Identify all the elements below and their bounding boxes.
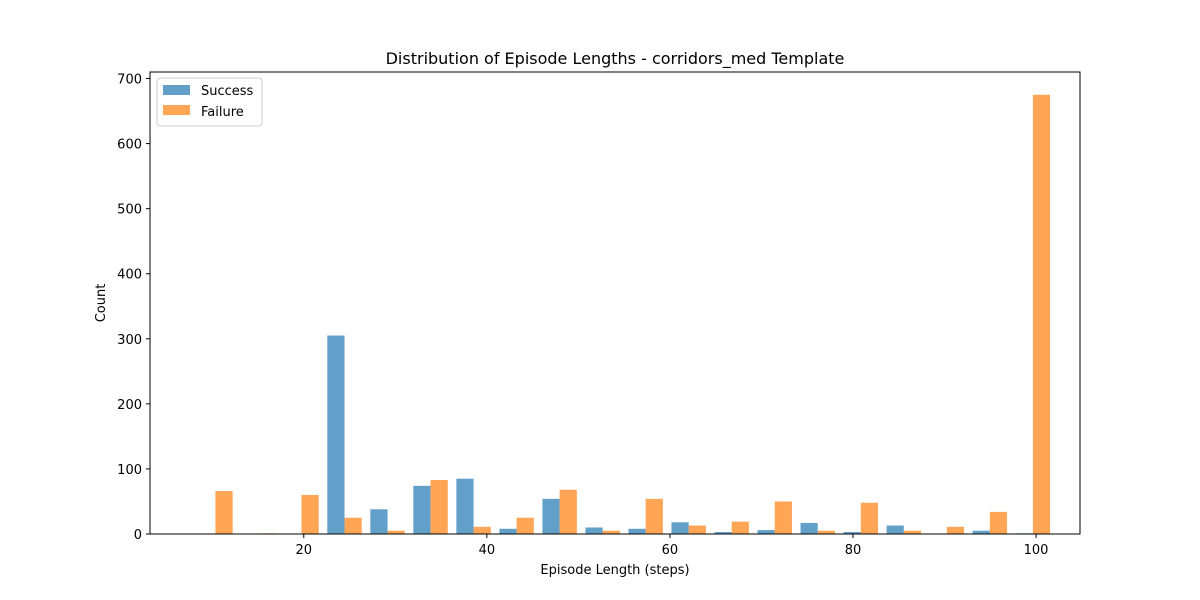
y-tick-label-300: 300 <box>117 333 142 348</box>
bar-failure-15 <box>860 502 878 534</box>
x-tick-label-80: 80 <box>845 543 862 558</box>
bar-failure-3 <box>344 517 362 534</box>
bar-success-16 <box>886 525 904 534</box>
bar-failure-8 <box>559 489 577 534</box>
y-tick-label-400: 400 <box>117 268 142 283</box>
y-tick-label-500: 500 <box>117 203 142 218</box>
bar-failure-2 <box>301 494 319 534</box>
bar-success-4 <box>370 509 388 534</box>
bar-failure-4 <box>387 530 405 534</box>
bar-success-9 <box>585 527 603 534</box>
bars-group <box>215 94 1051 534</box>
bar-success-6 <box>456 478 474 534</box>
legend-label-success: Success <box>201 84 254 99</box>
bar-failure-16 <box>903 530 922 534</box>
legend-swatch-failure <box>163 105 190 115</box>
bar-success-8 <box>542 498 560 534</box>
bar-failure-10 <box>645 498 663 534</box>
y-tick-label-600: 600 <box>117 138 142 153</box>
y-tick-label-200: 200 <box>117 398 142 413</box>
bar-success-3 <box>327 335 345 534</box>
bar-failure-14 <box>817 530 835 534</box>
bar-success-11 <box>671 522 689 534</box>
y-tick-label-700: 700 <box>117 73 142 88</box>
x-axis-ticks: 20 40 60 80 100 <box>296 534 1049 558</box>
bar-failure-12 <box>731 521 749 534</box>
bar-success-10 <box>628 528 646 534</box>
bar-failure-7 <box>516 517 534 534</box>
y-tick-label-0: 0 <box>134 528 142 543</box>
x-tick-label-40: 40 <box>479 543 496 558</box>
legend-label-failure: Failure <box>201 105 244 120</box>
x-tick-label-20: 20 <box>296 543 313 558</box>
bar-failure-6 <box>473 526 491 534</box>
y-tick-label-100: 100 <box>117 463 142 478</box>
chart-title: Distribution of Episode Lengths - corrid… <box>386 49 845 69</box>
bar-success-13 <box>757 530 775 534</box>
legend-swatch-success <box>163 85 190 95</box>
x-tick-label-60: 60 <box>662 543 679 558</box>
bar-failure-5 <box>430 479 448 534</box>
bar-failure-18 <box>989 511 1008 534</box>
bar-failure-11 <box>688 525 706 534</box>
bar-failure-13 <box>774 501 792 534</box>
y-axis-label: Count <box>94 284 109 323</box>
x-axis-label: Episode Length (steps) <box>540 563 689 578</box>
bar-success-5 <box>413 485 431 534</box>
bar-success-15 <box>843 532 861 534</box>
bar-failure-17 <box>946 526 965 534</box>
legend: Success Failure <box>156 77 263 127</box>
y-axis-ticks: 0 100 200 300 400 500 600 700 <box>117 73 150 543</box>
x-tick-label-100: 100 <box>1024 543 1049 558</box>
bar-success-18 <box>972 530 990 534</box>
bar-failure-9 <box>602 530 620 534</box>
bar-failure-0 <box>215 491 233 534</box>
plot-frame <box>149 71 1081 535</box>
bar-success-14 <box>800 522 818 534</box>
bar-failure-19 <box>1032 94 1051 534</box>
bar-success-12 <box>714 532 732 534</box>
bar-success-7 <box>499 528 517 534</box>
